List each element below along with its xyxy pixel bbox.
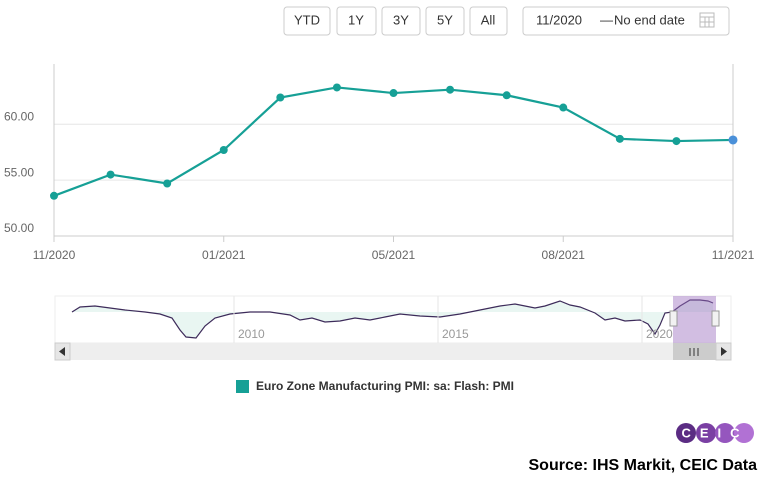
data-point: [50, 191, 58, 200]
date-range-input[interactable]: 11/2020 — No end date: [522, 6, 730, 36]
range-button[interactable]: 5Y: [425, 6, 465, 36]
data-point: [446, 85, 455, 94]
navigator-area: [72, 300, 713, 338]
navigator[interactable]: 2010 2015 2020: [54, 295, 732, 344]
data-point: [332, 83, 341, 92]
x-tick-label: 11/2021: [712, 248, 755, 262]
x-tick-label: 05/2021: [372, 248, 416, 262]
navigator-label: 2010: [238, 327, 265, 341]
button-label: 1Y: [348, 12, 364, 27]
data-point: [276, 93, 285, 102]
legend-swatch: [236, 380, 249, 393]
navigator-label: 2020: [646, 327, 673, 341]
data-point: [219, 146, 228, 154]
calendar-icon: [699, 12, 715, 28]
range-button[interactable]: All: [469, 6, 508, 36]
range-button[interactable]: YTD: [283, 6, 331, 36]
data-point: [672, 137, 681, 146]
navigator-line: [71, 299, 714, 339]
series-line: [53, 86, 734, 197]
data-point: [615, 134, 624, 143]
logo-text: CEIC: [681, 425, 748, 440]
navigator-label: 2015: [442, 327, 469, 341]
logo: CEIC: [676, 423, 754, 443]
source: Source: IHS Markit, CEIC Data: [529, 457, 758, 474]
navigator-handle[interactable]: [669, 310, 678, 327]
button-label: All: [481, 12, 496, 27]
legend-item[interactable]: Euro Zone Manufacturing PMI: sa: Flash: …: [236, 379, 514, 393]
button-label: 3Y: [393, 12, 409, 27]
y-tick-label: 50.00: [4, 221, 34, 235]
navigator-handle[interactable]: [711, 310, 720, 327]
x-tick-label: 01/2021: [202, 248, 246, 262]
navigator-selection[interactable]: [673, 296, 716, 343]
x-tick-label: 11/2020: [33, 248, 76, 262]
x-tick-label: 08/2021: [542, 248, 586, 262]
data-point: [106, 170, 115, 179]
scrollbar[interactable]: [54, 342, 732, 361]
range-button[interactable]: 1Y: [336, 6, 377, 36]
data-point: [163, 179, 172, 188]
button-label: 5Y: [437, 12, 453, 27]
legend-label: Euro Zone Manufacturing PMI: sa: Flash: …: [256, 379, 514, 393]
range-button[interactable]: 3Y: [381, 6, 421, 36]
data-point: [559, 103, 568, 112]
date-separator: —: [600, 12, 613, 27]
date-to: No end date: [614, 12, 685, 27]
data-point: [389, 89, 398, 98]
data-point: [502, 91, 511, 100]
button-label: YTD: [294, 12, 320, 27]
date-from: 11/2020: [536, 12, 582, 27]
data-point: [728, 135, 738, 145]
y-tick-label: 60.00: [4, 109, 34, 123]
y-tick-label: 55.00: [4, 165, 34, 179]
